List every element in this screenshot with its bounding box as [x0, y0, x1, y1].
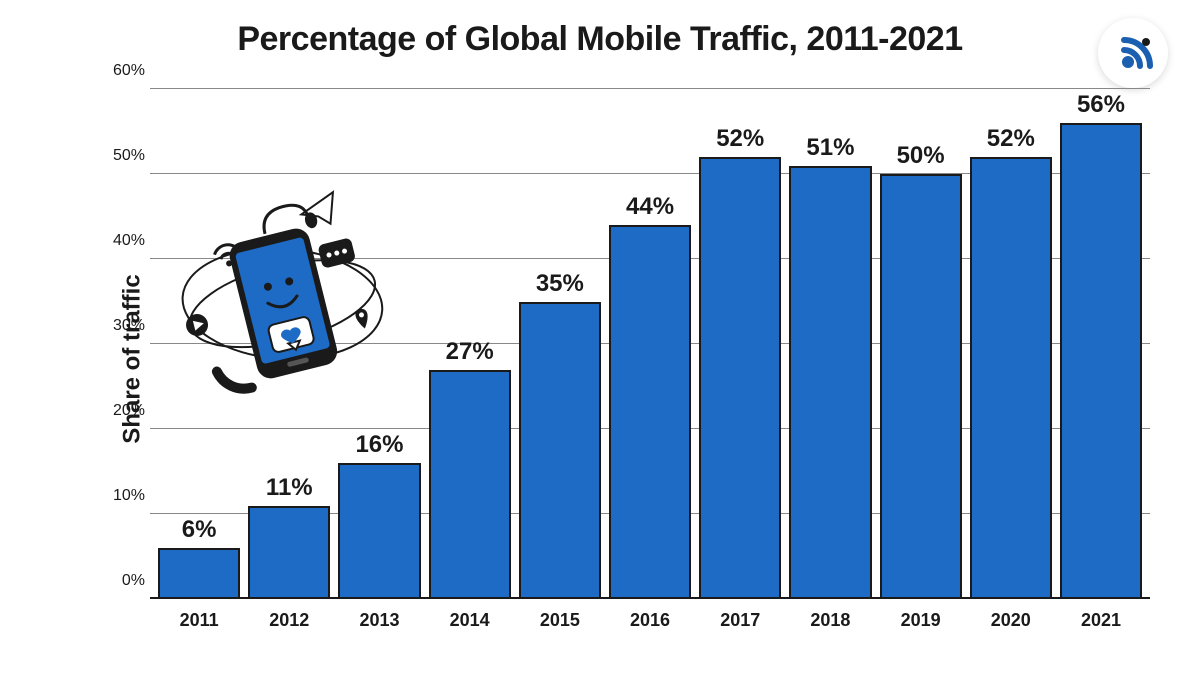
- x-tick-label: 2012: [248, 610, 330, 631]
- x-tick-label: 2019: [880, 610, 962, 631]
- x-tick-label: 2013: [338, 610, 420, 631]
- bar: [609, 225, 691, 599]
- bar-column: 35%: [519, 89, 601, 599]
- bar-value-label: 11%: [266, 474, 313, 502]
- x-tick-label: 2021: [1060, 610, 1142, 631]
- y-tick-label: 50%: [100, 147, 145, 165]
- y-tick-label: 20%: [100, 402, 145, 420]
- bar: [338, 463, 420, 599]
- y-tick-label: 10%: [100, 487, 145, 505]
- chart-title: Percentage of Global Mobile Traffic, 201…: [40, 20, 1160, 59]
- bar-column: 11%: [248, 89, 330, 599]
- x-tick-label: 2016: [609, 610, 691, 631]
- bar-column: 50%: [880, 89, 962, 599]
- bar: [789, 166, 871, 600]
- bar: [158, 548, 240, 599]
- bar-value-label: 44%: [626, 193, 674, 221]
- x-tick-label: 2011: [158, 610, 240, 631]
- bar-column: 51%: [789, 89, 871, 599]
- bar: [248, 506, 330, 600]
- x-axis-ticks: 2011 2012 2013 2014 2015 2016 2017 2018 2019 2020…: [150, 610, 1150, 631]
- bar: [429, 370, 511, 600]
- x-tick-label: 2018: [789, 610, 871, 631]
- y-tick-label: 30%: [100, 317, 145, 335]
- bar: [519, 302, 601, 600]
- bar-value-label: 56%: [1077, 91, 1125, 119]
- bar-value-label: 52%: [987, 125, 1035, 153]
- wifi-signal-icon: [1110, 30, 1156, 76]
- bar: [1060, 123, 1142, 599]
- bar-value-label: 16%: [355, 431, 403, 459]
- chart-container: Percentage of Global Mobile Traffic, 201…: [0, 0, 1200, 687]
- bars-group: 6% 11% 16% 27% 35% 44% 52% 51% 50% 52% 56%: [150, 89, 1150, 599]
- bar-value-label: 51%: [806, 134, 854, 162]
- bar-column: 6%: [158, 89, 240, 599]
- y-tick-label: 0%: [100, 572, 145, 590]
- y-tick-label: 40%: [100, 232, 145, 250]
- bar-value-label: 27%: [446, 338, 494, 366]
- bar-column: 52%: [699, 89, 781, 599]
- plot-area: 0%10%20%30%40%50%60% 6%11%16%27%35%44%52…: [150, 89, 1150, 599]
- x-axis-line: [150, 597, 1150, 599]
- bar: [880, 174, 962, 599]
- bar-value-label: 6%: [182, 516, 217, 544]
- brand-logo: [1098, 18, 1168, 88]
- bar-column: 16%: [338, 89, 420, 599]
- bar-column: 52%: [970, 89, 1052, 599]
- bar-value-label: 50%: [897, 142, 945, 170]
- bar-value-label: 35%: [536, 270, 584, 298]
- bar: [970, 157, 1052, 599]
- x-tick-label: 2014: [429, 610, 511, 631]
- x-tick-label: 2017: [699, 610, 781, 631]
- chart-area: Share of traffic 0%10%20%30%40%50%60% 6%…: [80, 79, 1160, 639]
- bar-column: 56%: [1060, 89, 1142, 599]
- x-tick-label: 2020: [970, 610, 1052, 631]
- x-tick-label: 2015: [519, 610, 601, 631]
- bar-value-label: 52%: [716, 125, 764, 153]
- bar: [699, 157, 781, 599]
- bar-column: 27%: [429, 89, 511, 599]
- y-tick-label: 60%: [100, 62, 145, 80]
- bar-column: 44%: [609, 89, 691, 599]
